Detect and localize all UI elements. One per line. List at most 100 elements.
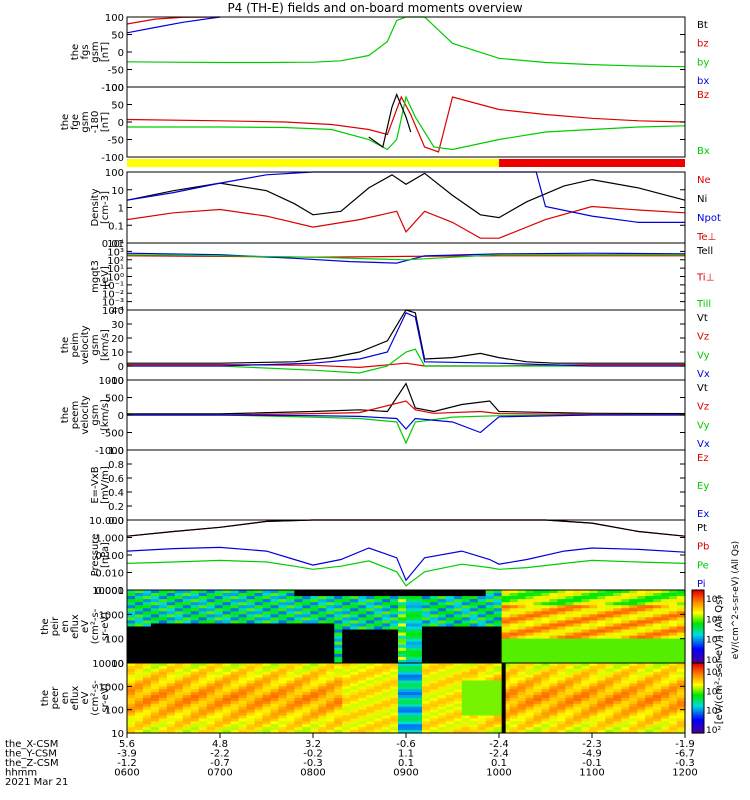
heatmap-cell (358, 724, 367, 728)
heatmap-cell (302, 599, 311, 603)
heatmap-cell (294, 674, 303, 679)
heatmap-cell (238, 614, 248, 618)
heatmap-cell (286, 620, 295, 625)
heatmap-cell (150, 695, 160, 699)
heatmap-cell (214, 692, 224, 696)
heatmap-cell (166, 683, 176, 687)
heatmap-cell (445, 700, 455, 705)
heatmap-cell (565, 599, 574, 603)
heatmap-cell (437, 668, 447, 673)
heatmap-cell (517, 724, 527, 728)
heatmap-cell (198, 671, 208, 676)
heatmap-cell (629, 686, 638, 690)
heatmap-cell (549, 644, 559, 649)
heatmap-cell (573, 683, 582, 687)
heatmap-cell (653, 593, 662, 597)
ylabel-text: fgs (80, 44, 91, 59)
heatmap-cell (270, 635, 280, 640)
heatmap-cell (326, 709, 335, 714)
heatmap-cell (669, 650, 678, 655)
heatmap-cell (190, 686, 200, 690)
heatmap-cell (517, 700, 527, 705)
heatmap-cell (294, 620, 303, 625)
heatmap-cell (509, 638, 519, 643)
heatmap-cell (150, 620, 160, 625)
heatmap-cell (390, 668, 399, 673)
heatmap-cell (477, 689, 487, 693)
heatmap-cell (374, 599, 383, 603)
heatmap-cell (182, 602, 192, 606)
heatmap-cell (413, 665, 423, 670)
heatmap-cell (461, 727, 471, 731)
heatmap-cell (669, 632, 678, 637)
heatmap-cell (429, 626, 439, 631)
heatmap-cell (174, 677, 184, 682)
colorbar-cell (692, 597, 704, 600)
heatmap-cell (469, 727, 479, 731)
heatmap-cell (661, 730, 670, 734)
heatmap-cell (254, 695, 264, 699)
heatmap-cell (453, 730, 463, 734)
heatmap-cell (549, 629, 559, 634)
heatmap-cell (421, 671, 431, 676)
heatmap-cell (453, 692, 463, 696)
heatmap-cell (246, 706, 256, 711)
heatmap-cell (629, 614, 638, 618)
heatmap-cell (525, 659, 535, 664)
heatmap-cell (318, 599, 327, 603)
heatmap-cell (366, 626, 375, 631)
heatmap-cell (334, 706, 343, 711)
heatmap-cell (190, 647, 200, 652)
heatmap-cell (246, 677, 256, 682)
heatmap-cell (350, 626, 359, 631)
heatmap-cell (390, 620, 399, 625)
heatmap-cell (613, 665, 622, 670)
heatmap-cell (501, 721, 511, 725)
heatmap-cell (158, 706, 168, 711)
heatmap-cell (573, 605, 582, 609)
heatmap-cell (429, 647, 439, 652)
heatmap-cell (350, 623, 359, 628)
heatmap-cell (286, 629, 295, 634)
heatmap-cell (461, 671, 471, 676)
heatmap-cell (453, 715, 463, 720)
heatmap-cell (493, 632, 503, 637)
heatmap-cell (637, 674, 646, 679)
xaxis-value: -0.1 (582, 758, 602, 769)
heatmap-cell (270, 712, 280, 717)
heatmap-cell (150, 614, 160, 618)
xaxis-value: 0600 (114, 768, 139, 779)
heatmap-cell (613, 605, 622, 609)
heatmap-cell (565, 605, 574, 609)
ytick-label: 0 (118, 48, 124, 59)
heatmap-cell (605, 712, 614, 717)
heatmap-cell (477, 641, 487, 646)
heatmap-cell (461, 730, 471, 734)
heatmap-cell (485, 677, 495, 682)
heatmap-cell (198, 620, 208, 625)
heatmap-cell (390, 695, 399, 699)
heatmap-cell (230, 730, 240, 734)
heatmap-cell (517, 632, 527, 637)
heatmap-cell (254, 593, 264, 597)
heatmap-cell (445, 644, 455, 649)
heatmap-cell (270, 659, 280, 664)
heatmap-cell (493, 602, 503, 606)
heatmap-cell (390, 617, 399, 622)
heatmap-cell (517, 599, 527, 603)
orbit-stripe-red (499, 159, 685, 167)
heatmap-cell (661, 695, 670, 699)
heatmap-cell (437, 698, 447, 702)
heatmap-cell (509, 632, 519, 637)
heatmap-cell (214, 724, 224, 728)
heatmap-cell (637, 629, 646, 634)
series-density-Ni (126, 172, 686, 219)
heatmap-cell (206, 599, 216, 603)
heatmap-cell (142, 727, 152, 731)
heatmap-cell (302, 683, 311, 687)
heatmap-cell (637, 626, 646, 631)
heatmap-cell (557, 692, 567, 696)
heatmap-cell (366, 671, 375, 676)
heatmap-cell (573, 698, 582, 702)
heatmap-cell (310, 593, 319, 597)
